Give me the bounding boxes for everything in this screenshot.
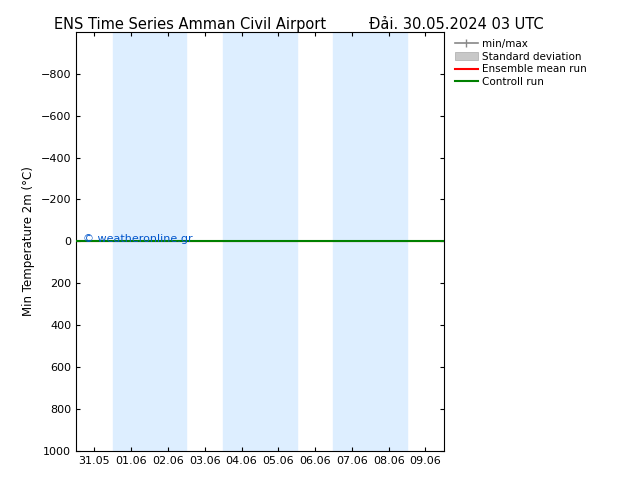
Text: ENS Time Series Amman Civil Airport: ENS Time Series Amman Civil Airport xyxy=(54,17,327,32)
Bar xyxy=(113,32,186,451)
Bar xyxy=(333,32,407,451)
Y-axis label: Min Temperature 2m (°C): Min Temperature 2m (°C) xyxy=(22,167,35,316)
Legend: min/max, Standard deviation, Ensemble mean run, Controll run: min/max, Standard deviation, Ensemble me… xyxy=(453,37,589,89)
Text: © weatheronline.gr: © weatheronline.gr xyxy=(84,234,193,244)
Bar xyxy=(223,32,297,451)
Text: Đải. 30.05.2024 03 UTC: Đải. 30.05.2024 03 UTC xyxy=(369,17,544,32)
